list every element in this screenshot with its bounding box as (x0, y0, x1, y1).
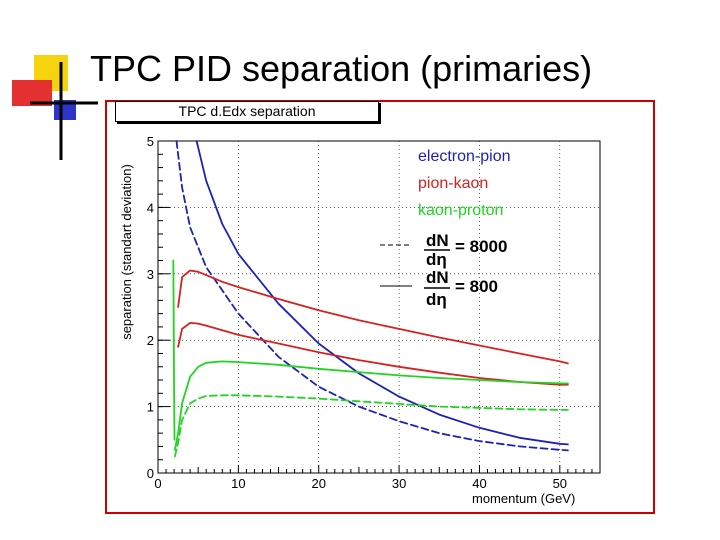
series-line-electron-pion-8000 (175, 140, 569, 452)
x-tick-label: 30 (392, 476, 406, 491)
legend-pion-kaon: pion-kaon (418, 175, 488, 192)
series-line-electron-pion-800 (195, 140, 569, 446)
legend-electron-pion: electron-pion (418, 148, 511, 165)
legend-dashed-denominator: dη (426, 250, 447, 269)
slide-logo (12, 55, 98, 160)
chart-title: TPC d.Edx separation (115, 101, 379, 122)
grid-lines (158, 141, 600, 473)
axis-ticks: 0 10 20 30 40 50 0 1 2 3 4 5 (147, 134, 593, 491)
slide-title: TPC PID separation (primaries) (90, 48, 593, 89)
series-line-pion-kaon-800 (177, 322, 569, 386)
legend-solid-numerator: dN (426, 268, 449, 287)
series-line-kaon-proton-8000 (174, 360, 569, 451)
legend-solid-denominator: dη (426, 290, 447, 309)
legend-dashed-numerator: dN (426, 231, 449, 250)
series-line-pion-kaon-8000 (177, 269, 569, 365)
y-tick-label: 5 (147, 134, 154, 149)
y-tick-label: 2 (147, 333, 154, 348)
x-tick-label: 10 (231, 476, 245, 491)
x-tick-label: 40 (472, 476, 486, 491)
x-tick-label: 20 (311, 476, 325, 491)
y-tick-label: 3 (147, 267, 154, 282)
y-tick-label: 0 (147, 466, 154, 481)
series-line-kaon-proton-800 (174, 394, 569, 458)
y-tick-label: 4 (147, 200, 154, 215)
plot-area (157, 140, 601, 474)
x-tick-label: 0 (154, 476, 161, 491)
legend-kaon-proton: kaon-proton (418, 202, 503, 219)
series-lines (172, 140, 569, 458)
y-axis-label: separation (standart deviation) (119, 164, 134, 340)
x-tick-label: 50 (553, 476, 567, 491)
x-axis-label: momentum (GeV) (472, 491, 575, 506)
legend-dashed-value: = 8000 (455, 237, 507, 256)
y-tick-label: 1 (147, 400, 154, 415)
series-line-kaon-proton-spike (172, 259, 176, 441)
legend: electron-pion pion-kaon kaon-proton dN d… (380, 148, 511, 309)
legend-solid-value: = 800 (455, 277, 498, 296)
